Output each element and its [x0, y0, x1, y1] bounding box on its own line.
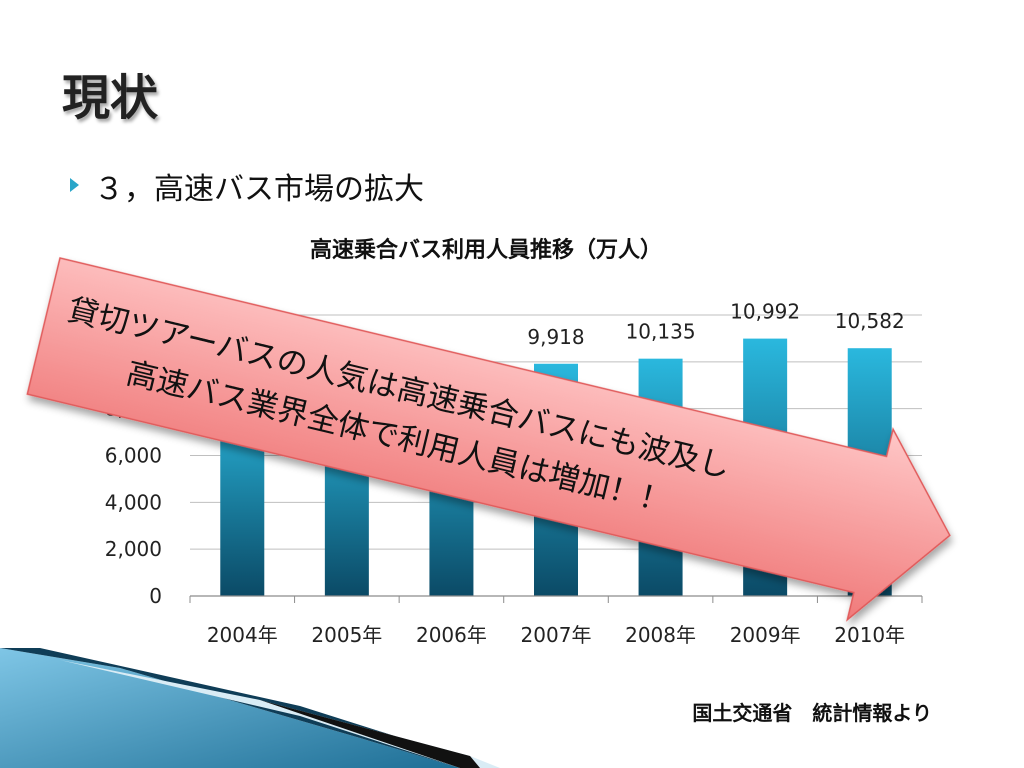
y-tick-label: 6,000: [105, 444, 162, 468]
triangle-bullet-icon: [70, 178, 79, 192]
x-tick-label: 2005年: [311, 623, 382, 647]
data-label: 10,582: [835, 309, 905, 333]
data-label: 9,918: [527, 325, 584, 349]
data-labels: 9,918 10,135 10,992 10,582: [527, 300, 904, 349]
x-tick-label: 2006年: [416, 623, 487, 647]
data-label: 10,135: [626, 320, 696, 344]
corner-decoration: [0, 648, 500, 768]
x-tick-label: 2008年: [625, 623, 696, 647]
x-tick-label: 2009年: [730, 623, 801, 647]
x-tick-label: 2010年: [834, 623, 905, 647]
x-tick-label: 2007年: [521, 623, 592, 647]
callout-arrow-shape: [26, 257, 951, 622]
source-note: 国土交通省 統計情報より: [692, 701, 932, 725]
y-tick-label: 0: [149, 584, 162, 608]
bullet-text: ３，高速バス市場の拡大: [94, 172, 424, 207]
slide-title: 現状: [62, 70, 159, 126]
x-axis: [189, 595, 923, 603]
y-tick-label: 4,000: [105, 490, 162, 514]
chart-title: 高速乗合バス利用人員推移（万人）: [310, 237, 662, 263]
y-tick-label: 2,000: [105, 537, 162, 561]
data-label: 10,992: [730, 300, 800, 324]
x-axis-labels: 2004年 2005年 2006年 2007年 2008年 2009年 2010年: [207, 623, 905, 647]
x-tick-label: 2004年: [207, 623, 278, 647]
callout-arrow: 貸切ツアーバスの人気は高速乗合バスにも波及し 高速バス業界全体で利用人員は増加！…: [26, 257, 951, 622]
